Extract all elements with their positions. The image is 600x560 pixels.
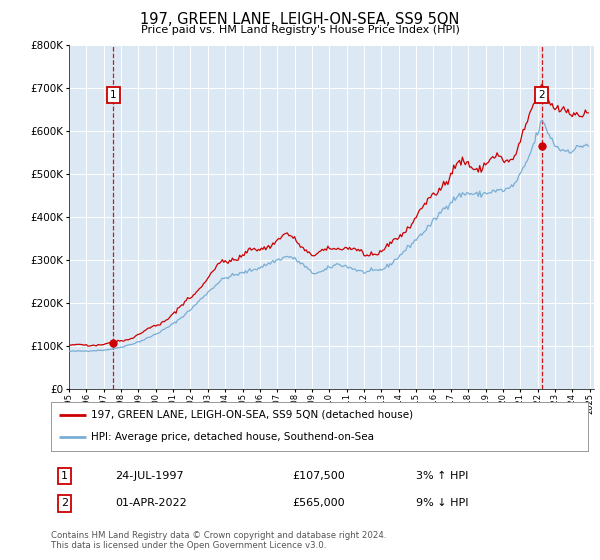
Text: £565,000: £565,000 bbox=[293, 498, 345, 508]
Text: £107,500: £107,500 bbox=[293, 471, 346, 481]
Text: HPI: Average price, detached house, Southend-on-Sea: HPI: Average price, detached house, Sout… bbox=[91, 432, 374, 442]
Text: 2: 2 bbox=[539, 90, 545, 100]
Text: Price paid vs. HM Land Registry's House Price Index (HPI): Price paid vs. HM Land Registry's House … bbox=[140, 25, 460, 35]
Text: 24-JUL-1997: 24-JUL-1997 bbox=[115, 471, 184, 481]
Text: 9% ↓ HPI: 9% ↓ HPI bbox=[416, 498, 469, 508]
Text: 197, GREEN LANE, LEIGH-ON-SEA, SS9 5QN (detached house): 197, GREEN LANE, LEIGH-ON-SEA, SS9 5QN (… bbox=[91, 410, 413, 420]
Text: 1: 1 bbox=[110, 90, 117, 100]
Text: Contains HM Land Registry data © Crown copyright and database right 2024.
This d: Contains HM Land Registry data © Crown c… bbox=[51, 531, 386, 550]
Text: 2: 2 bbox=[61, 498, 68, 508]
Text: 3% ↑ HPI: 3% ↑ HPI bbox=[416, 471, 469, 481]
Text: 1: 1 bbox=[61, 471, 68, 481]
Text: 01-APR-2022: 01-APR-2022 bbox=[115, 498, 187, 508]
Text: 197, GREEN LANE, LEIGH-ON-SEA, SS9 5QN: 197, GREEN LANE, LEIGH-ON-SEA, SS9 5QN bbox=[140, 12, 460, 27]
